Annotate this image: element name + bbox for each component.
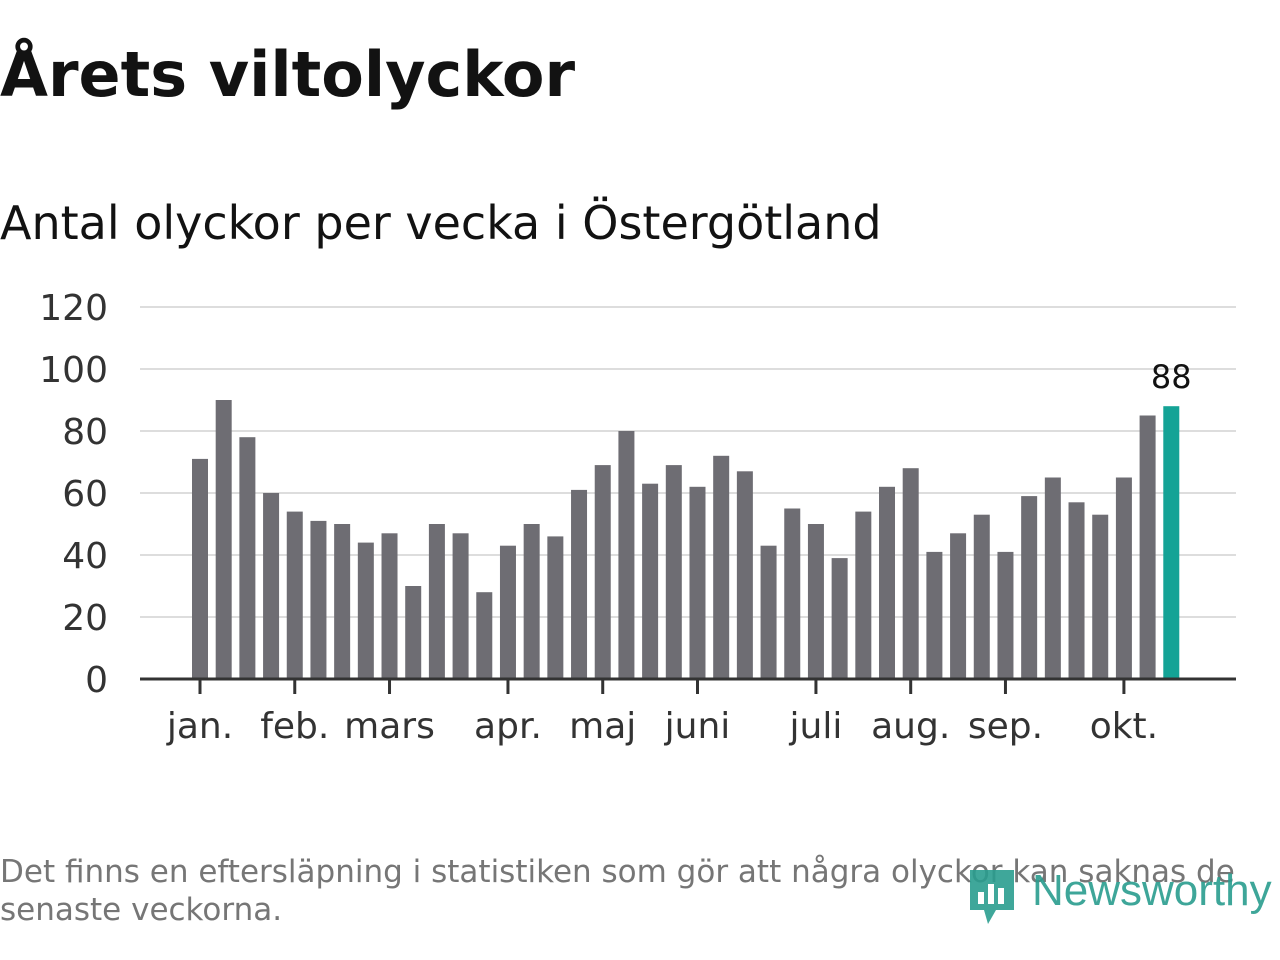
y-axis-ticks: 0 20 40 60 80 100 120 (39, 288, 108, 701)
bar (334, 524, 351, 679)
y-tick-label: 0 (85, 660, 108, 701)
y-tick-label: 60 (62, 474, 108, 515)
bar (642, 483, 659, 679)
bar (855, 511, 872, 679)
bar (286, 511, 303, 679)
data-label: 88 (1151, 358, 1192, 396)
bar (736, 471, 753, 679)
x-tick-label: sep. (968, 706, 1043, 747)
brand-name: Newsworthy (1032, 866, 1272, 915)
chart-subtitle: Antal olyckor per vecka i Östergötland (0, 196, 882, 250)
bar (1092, 514, 1109, 679)
bar (713, 455, 730, 679)
bar (760, 545, 777, 679)
bar (1115, 477, 1132, 679)
y-tick-label: 40 (62, 536, 108, 577)
bar (215, 400, 232, 679)
x-tick-label: okt. (1090, 706, 1158, 747)
bar-latest-week (1163, 406, 1180, 679)
y-tick-label: 120 (39, 288, 108, 329)
x-tick-label: feb. (260, 706, 329, 747)
bar (381, 533, 398, 679)
bar (310, 520, 327, 679)
x-tick-label: mars (344, 706, 435, 747)
y-tick-label: 20 (62, 598, 108, 639)
bar (950, 533, 967, 679)
y-tick-label: 80 (62, 412, 108, 453)
bar (879, 486, 896, 679)
bar (428, 524, 445, 679)
bar (263, 493, 280, 679)
bar (1044, 477, 1061, 679)
bar (357, 542, 374, 679)
x-tick-label: apr. (474, 706, 542, 747)
bar (689, 486, 706, 679)
bar (997, 551, 1014, 679)
bar (973, 514, 990, 679)
bar (192, 458, 208, 679)
bar (831, 558, 848, 679)
data-labels: 88 (1151, 358, 1192, 396)
newsworthy-logo: Newsworthy (964, 862, 1280, 928)
y-tick-label: 100 (39, 350, 108, 391)
bar (405, 586, 422, 679)
bar (807, 524, 824, 679)
bar (926, 551, 943, 679)
bar (1021, 496, 1038, 679)
bars (192, 400, 1180, 679)
bar (594, 465, 611, 679)
x-tick-label: juli (789, 706, 843, 747)
bar (239, 437, 256, 679)
bar (452, 533, 469, 679)
bar (1068, 502, 1085, 679)
chart-title: Årets viltolyckor (0, 38, 576, 111)
bar (1139, 415, 1156, 679)
x-tick-label: jan. (166, 706, 233, 747)
bar (618, 431, 635, 679)
bar (902, 468, 919, 679)
bar (523, 524, 540, 679)
chart-logo-icon (970, 870, 1014, 924)
bar (547, 536, 564, 679)
x-axis: jan. feb. mars apr. maj juni juli aug. sep. okt. (140, 677, 1236, 747)
x-tick-label: aug. (871, 706, 950, 747)
bar (476, 592, 493, 679)
bar (784, 508, 801, 679)
x-tick-label: maj (569, 706, 636, 747)
footnote: Det finns en eftersläpning i statistiken… (0, 854, 1235, 928)
bar (665, 465, 682, 679)
x-tick-label: juni (664, 706, 731, 747)
bar (499, 545, 516, 679)
bar (571, 489, 588, 679)
